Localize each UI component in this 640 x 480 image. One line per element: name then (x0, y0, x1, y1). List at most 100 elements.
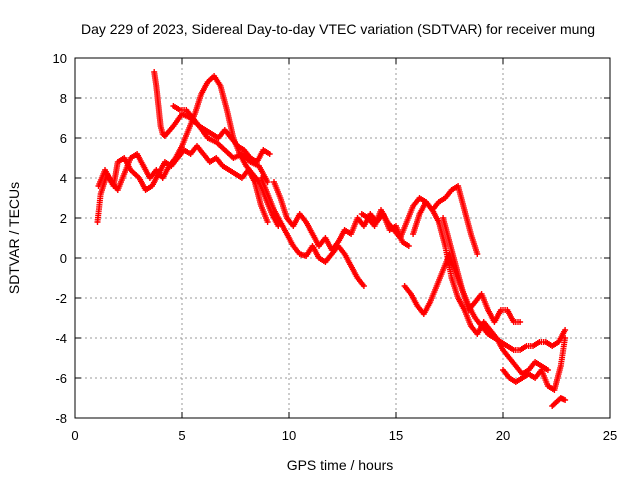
data-point (555, 400, 558, 404)
y-tick-label: -6 (55, 371, 67, 386)
data-point (266, 220, 269, 224)
data-point (161, 176, 164, 180)
data-point (200, 92, 203, 96)
data-point (473, 300, 477, 304)
data-point (116, 160, 120, 164)
data-point (253, 180, 256, 184)
data-point (356, 276, 359, 280)
data-point (518, 320, 522, 324)
data-point (418, 196, 421, 200)
data-point (508, 376, 511, 380)
data-point (257, 180, 261, 184)
data-point (266, 192, 269, 196)
data-point (559, 364, 562, 368)
data-point (135, 152, 139, 156)
data-point (298, 252, 301, 256)
data-point (204, 128, 207, 132)
data-point (563, 336, 567, 340)
data-point (512, 348, 515, 352)
data-point (369, 212, 372, 216)
data-point (144, 188, 147, 192)
x-tick-label: 5 (178, 428, 185, 443)
data-point (191, 116, 194, 120)
data-point (236, 144, 239, 148)
x-tick-label: 0 (71, 428, 78, 443)
series-track-b (95, 73, 282, 229)
data-point (272, 208, 276, 212)
data-point (223, 148, 226, 152)
data-point (563, 328, 567, 332)
data-point (407, 244, 411, 248)
data-point (450, 276, 453, 280)
data-point (230, 136, 233, 140)
data-point (349, 264, 353, 268)
data-point (234, 172, 237, 176)
data-point (219, 84, 222, 88)
data-point (330, 248, 333, 252)
data-point (264, 196, 267, 200)
data-point (270, 212, 274, 216)
data-point (103, 168, 107, 172)
data-point (388, 228, 391, 232)
data-point (356, 216, 359, 220)
y-tick-label: 8 (60, 91, 67, 106)
series-track-d (170, 103, 273, 165)
y-tick-label: -8 (55, 411, 67, 426)
data-point (418, 212, 421, 216)
data-point (527, 368, 530, 372)
data-point (292, 244, 295, 248)
data-point (518, 348, 522, 352)
data-point (259, 176, 263, 180)
data-point (448, 240, 451, 244)
data-point (304, 254, 308, 258)
data-point (259, 204, 263, 208)
data-point (533, 360, 537, 364)
series-track-l (549, 395, 569, 409)
data-point (508, 356, 511, 360)
data-point (559, 396, 562, 400)
data-point (514, 364, 518, 368)
data-point (401, 240, 404, 244)
data-point (221, 164, 224, 168)
data-point (161, 132, 164, 136)
data-point (563, 398, 567, 402)
data-point (469, 232, 473, 236)
data-point (262, 148, 265, 152)
data-point (343, 228, 346, 232)
data-point (469, 324, 473, 328)
data-point (174, 156, 177, 160)
data-point (551, 344, 554, 348)
data-point (444, 196, 447, 200)
data-point (292, 224, 295, 228)
data-point (482, 320, 485, 324)
data-point (392, 228, 396, 232)
data-point (337, 240, 340, 244)
data-point (527, 372, 530, 376)
data-point (424, 200, 428, 204)
data-point (486, 308, 490, 312)
data-point (441, 216, 445, 220)
data-point (163, 134, 167, 138)
data-point (189, 152, 192, 156)
data-point (411, 232, 415, 236)
y-tick-label: 0 (60, 251, 67, 266)
data-point (182, 148, 186, 152)
data-point (225, 108, 229, 112)
data-point (197, 124, 201, 128)
data-point (493, 320, 496, 324)
data-point (232, 156, 235, 160)
data-point (405, 220, 408, 224)
data-point (444, 244, 447, 248)
series-markers (410, 199, 551, 377)
data-point (512, 320, 515, 324)
data-point (202, 152, 205, 156)
series-track-k (500, 335, 569, 393)
data-point (362, 224, 366, 228)
data-point (279, 220, 282, 224)
data-point (553, 388, 556, 392)
data-point (501, 368, 505, 372)
data-point (155, 168, 158, 172)
data-point (217, 136, 220, 140)
data-point (185, 108, 188, 112)
